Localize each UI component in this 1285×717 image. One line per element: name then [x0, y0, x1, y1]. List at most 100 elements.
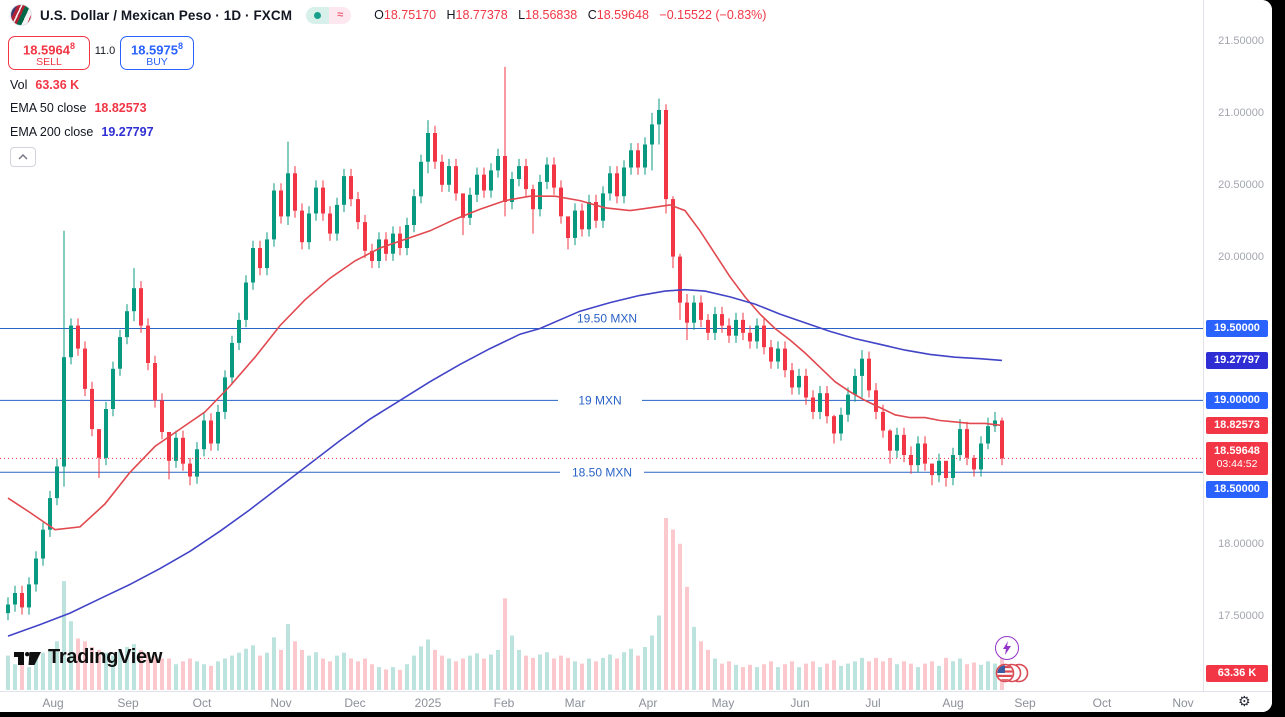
indicator-value: 63.36 K — [35, 78, 80, 92]
indicator-label: EMA 200 close — [10, 125, 94, 139]
lightning-alert-icon[interactable] — [995, 636, 1019, 660]
candle — [118, 337, 122, 369]
volume-bar — [419, 646, 423, 690]
settings-gear-icon[interactable]: ⚙ — [1238, 693, 1251, 709]
volume-bar — [965, 664, 969, 690]
volume-bar — [790, 661, 794, 690]
volume-bar — [272, 637, 276, 690]
volume-bar — [307, 655, 311, 690]
candle — [370, 250, 374, 261]
volume-bar — [636, 655, 640, 690]
level-label: 19 MXN — [578, 393, 621, 407]
volume-bar — [769, 661, 773, 690]
high-value: 18.77378 — [455, 8, 508, 22]
candle — [328, 213, 332, 234]
volume-bar — [608, 654, 612, 690]
volume-bar — [958, 658, 962, 690]
volume-bar — [580, 663, 584, 690]
indicator-value: 19.27797 — [101, 125, 154, 139]
candle — [412, 196, 416, 225]
candle — [944, 460, 948, 478]
indicator-row[interactable]: Vol 63.36 K — [10, 78, 79, 92]
candle — [419, 161, 423, 197]
time-axis-label: Nov — [270, 696, 292, 710]
ohlc-readout: O18.75170 H18.77378 L18.56838 C18.59648 … — [367, 8, 766, 22]
candle — [503, 156, 507, 202]
buy-button[interactable]: 18.59758 BUY — [120, 36, 194, 70]
volume-bar — [265, 652, 269, 690]
volume-bar — [916, 667, 920, 690]
volume-bar — [720, 663, 724, 690]
volume-bar — [727, 661, 731, 690]
volume-bar — [699, 641, 703, 690]
volume-bar — [832, 660, 836, 690]
collapse-legend-button[interactable] — [10, 147, 36, 167]
volume-bar — [55, 641, 59, 690]
symbol-header: U.S. Dollar / Mexican Peso · 1D · FXCM ≈… — [0, 0, 1210, 30]
candle — [132, 288, 136, 312]
volume-bar — [776, 667, 780, 690]
volume-bar — [244, 648, 248, 690]
indicator-label: EMA 50 close — [10, 101, 87, 115]
candle — [699, 302, 703, 320]
candle — [111, 368, 115, 409]
candle — [790, 370, 794, 388]
price-scale[interactable]: 21.50000 21.00000 20.50000 20.00000 18.00000… — [1204, 0, 1272, 691]
indicator-row[interactable]: EMA 50 close 18.82573 — [10, 101, 147, 115]
volume-bar — [748, 664, 752, 690]
sell-button[interactable]: 18.59648 SELL — [8, 36, 90, 70]
volume-bar — [363, 658, 367, 690]
volume-bar — [447, 658, 451, 690]
indicator-row[interactable]: EMA 200 close 19.27797 — [10, 125, 154, 139]
candle — [167, 432, 171, 461]
candle — [1000, 420, 1004, 459]
volume-bar — [531, 657, 535, 690]
candle — [447, 166, 451, 185]
volume-bar — [139, 649, 143, 690]
volume-bar — [510, 635, 514, 690]
volume-bar — [370, 664, 374, 690]
open-value: 18.75170 — [383, 8, 437, 22]
volume-bar — [804, 663, 808, 690]
volume-bar — [951, 661, 955, 690]
candle — [62, 357, 66, 467]
candle — [510, 179, 514, 202]
candle — [895, 434, 899, 451]
time-scale[interactable]: Aug Sep Oct Nov Dec 2025 Feb Mar Apr May Jun Jul Aug… — [0, 691, 1272, 712]
candle — [216, 411, 220, 444]
time-axis-label: 2025 — [414, 696, 442, 710]
volume-bar — [692, 626, 696, 690]
market-status-pill[interactable]: ≈ — [306, 6, 352, 24]
volume-bar — [853, 661, 857, 690]
economic-events-coins-icon[interactable] — [994, 662, 1030, 689]
volume-bar — [181, 661, 185, 690]
volume-bar — [426, 639, 430, 690]
volume-bar — [503, 598, 507, 690]
volume-bar — [454, 661, 458, 690]
volume-bar — [83, 641, 87, 690]
candle — [720, 314, 724, 326]
open-label: O — [374, 8, 384, 22]
volume-bar — [251, 645, 255, 690]
spread-value: 11.0 — [94, 45, 116, 57]
volume-bar — [552, 658, 556, 690]
volume-bar — [76, 638, 80, 690]
chevron-up-icon — [18, 154, 28, 160]
volume-bar — [993, 663, 997, 690]
ema-line — [7, 288, 1003, 637]
price-chart-canvas[interactable]: 19.50 MXN 19 MXN 18.50 MXN — [0, 0, 1203, 691]
volume-bar — [412, 655, 416, 690]
candle — [251, 248, 255, 283]
price-badge: 18.82573 — [1206, 416, 1268, 434]
volume-bar — [461, 658, 465, 690]
symbol-title[interactable]: U.S. Dollar / Mexican Peso · 1D · FXCM — [40, 7, 293, 23]
volume-bar — [6, 655, 10, 690]
candle — [377, 239, 381, 261]
volume-bar — [930, 661, 934, 690]
volume-bar — [27, 667, 31, 690]
tradingview-logo[interactable]: TradingView — [14, 646, 162, 669]
volume-bar — [293, 641, 297, 690]
volume-bar — [846, 663, 850, 690]
candle — [846, 394, 850, 415]
volume-bar — [118, 649, 122, 690]
